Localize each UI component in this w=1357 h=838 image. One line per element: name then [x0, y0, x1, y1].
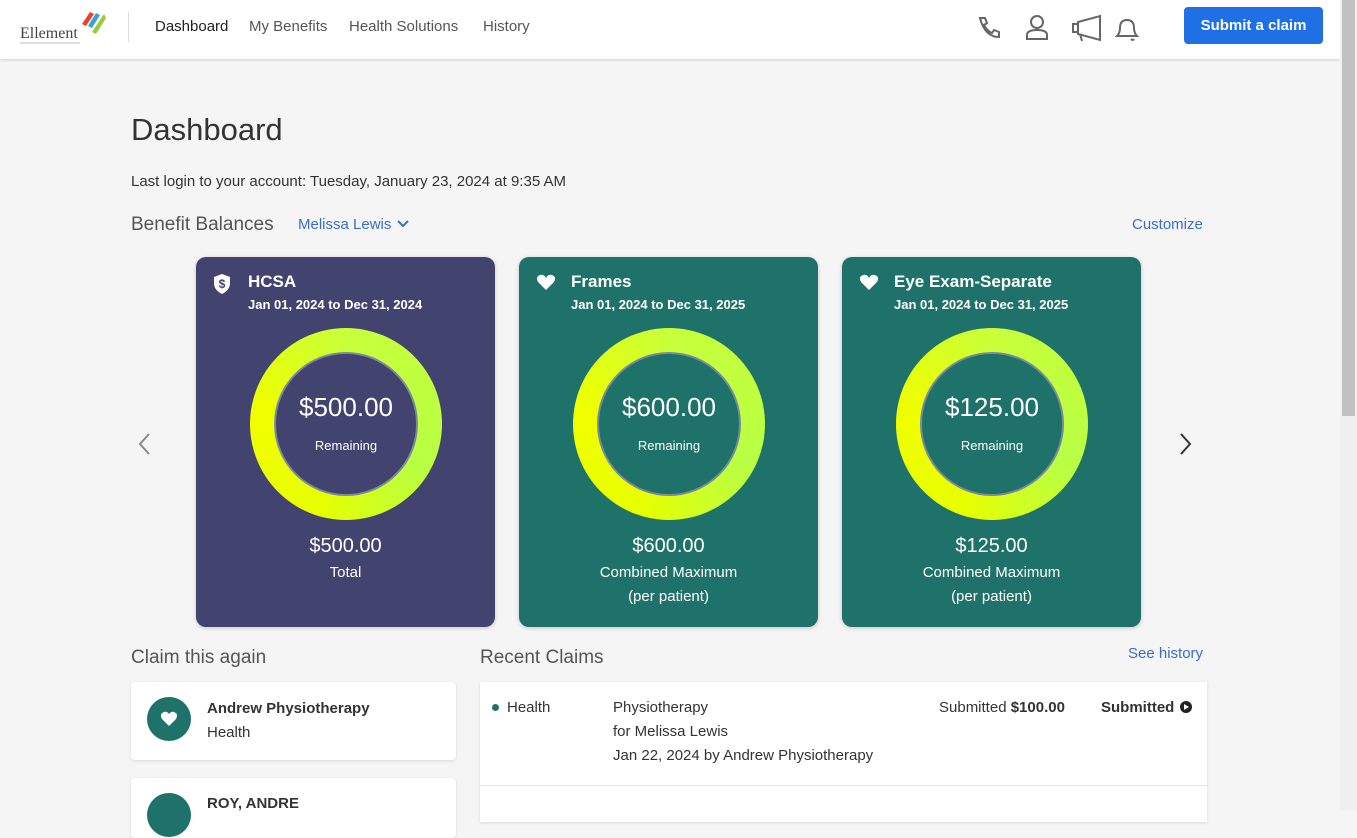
provider-name: ROY, ANDRE: [207, 795, 299, 812]
balance-ring: $500.00 Remaining: [250, 328, 442, 520]
ring-center: $125.00 Remaining: [920, 352, 1064, 496]
balance-card[interactable]: Eye Exam-Separate Jan 01, 2024 to Dec 31,…: [842, 257, 1141, 627]
nav-link[interactable]: Dashboard: [155, 18, 229, 35]
claim-service: Physiotherapy: [613, 699, 709, 716]
remaining-label: Remaining: [314, 438, 378, 453]
nav-link[interactable]: Health Solutions: [349, 18, 459, 35]
header-icons: [978, 14, 1140, 42]
card-period: Jan 01, 2024 to Dec 31, 2024: [248, 297, 423, 312]
card-icon: [536, 273, 556, 293]
balance-ring: $125.00 Remaining: [896, 328, 1088, 520]
claim-patient: for Melissa Lewis: [613, 723, 729, 740]
claim-amount: $100.00: [1010, 699, 1065, 716]
section-title: Benefit Balances: [131, 214, 274, 235]
remaining-amount: $600.00: [622, 392, 716, 422]
balance-amount: $500.00: [309, 535, 382, 557]
claim-status[interactable]: Submitted: [1101, 699, 1193, 716]
nav-link[interactable]: My Benefits: [249, 18, 328, 35]
balance-amount: $600.00: [632, 535, 705, 557]
balance-amount: $125.00: [955, 535, 1028, 557]
profile-icon[interactable]: [1026, 15, 1048, 40]
page-title: Dashboard: [131, 112, 283, 147]
heart-badge: [147, 793, 191, 837]
remaining-label: Remaining: [960, 438, 1024, 453]
member-select[interactable]: Melissa Lewis: [298, 216, 410, 233]
customize-link[interactable]: Customize: [1132, 216, 1203, 233]
chevron: [396, 220, 409, 228]
header: Ellement Dashboard My Benefits Health So…: [0, 0, 1340, 59]
provider-name: Andrew Physiotherapy: [207, 700, 370, 717]
row-divider: [480, 785, 1207, 786]
phone-icon[interactable]: [978, 17, 1000, 39]
member-name: Melissa Lewis: [298, 216, 392, 233]
scrollbar-thumb[interactable]: [1342, 0, 1355, 416]
card-period: Jan 01, 2024 to Dec 31, 2025: [571, 297, 746, 312]
amount-label: Submitted: [939, 699, 1007, 716]
card-title: HCSA: [248, 272, 297, 291]
see-history-link[interactable]: See history: [1128, 645, 1204, 662]
balance-ring: $600.00 Remaining: [573, 328, 765, 520]
svg-text:$: $: [219, 277, 226, 291]
ring-center: $500.00 Remaining: [274, 352, 418, 496]
provider-category: Health: [207, 724, 251, 741]
recent-claims-panel: Health Physiotherapy for Melissa Lewis J…: [480, 682, 1207, 822]
status-dot: [492, 704, 499, 711]
prev-arrow[interactable]: [136, 432, 156, 456]
balance-card[interactable]: $ HCSA Jan 01, 2024 to Dec 31, 2024 $500.00…: [196, 257, 495, 627]
claim-detail: Jan 22, 2024 by Andrew Physiotherapy: [613, 747, 874, 764]
ring-center: $600.00 Remaining: [597, 352, 741, 496]
divider: [128, 12, 129, 42]
claim-category: Health: [507, 699, 551, 716]
remaining-amount: $125.00: [945, 392, 1039, 422]
card-icon: [859, 273, 879, 293]
notification-icon[interactable]: [1114, 18, 1140, 41]
card-title: Frames: [571, 272, 632, 291]
card-period: Jan 01, 2024 to Dec 31, 2025: [894, 297, 1069, 312]
balance-label: (per patient): [951, 588, 1032, 605]
remaining-label: Remaining: [637, 438, 701, 453]
nav-link[interactable]: History: [483, 18, 530, 35]
logo[interactable]: Ellement: [20, 10, 110, 48]
balance-label: (per patient): [628, 588, 709, 605]
card-title: Eye Exam-Separate: [894, 272, 1052, 291]
balance-label: Total: [329, 564, 362, 581]
logo-text: Ellement: [20, 25, 78, 42]
section-title: Recent Claims: [480, 647, 604, 668]
section-title: Claim this again: [131, 647, 267, 668]
submit-claim-button[interactable]: Submit a claim: [1184, 7, 1323, 44]
last-login: Last login to your account: Tuesday, Jan…: [131, 173, 566, 190]
heart-badge: [147, 697, 191, 741]
balance-label: Combined Maximum: [922, 564, 1061, 581]
claim-again-card[interactable]: Andrew Physiotherapy Health: [131, 682, 456, 760]
next-arrow[interactable]: [1176, 432, 1196, 456]
announcement-icon[interactable]: [1072, 14, 1101, 42]
claim-again-card[interactable]: ROY, ANDRE: [131, 778, 456, 838]
balance-label: Combined Maximum: [599, 564, 738, 581]
remaining-amount: $500.00: [299, 392, 393, 422]
status-text: Submitted: [1101, 699, 1175, 716]
card-icon: $: [213, 273, 233, 294]
balance-card[interactable]: Frames Jan 01, 2024 to Dec 31, 2025 $600.0…: [519, 257, 818, 627]
